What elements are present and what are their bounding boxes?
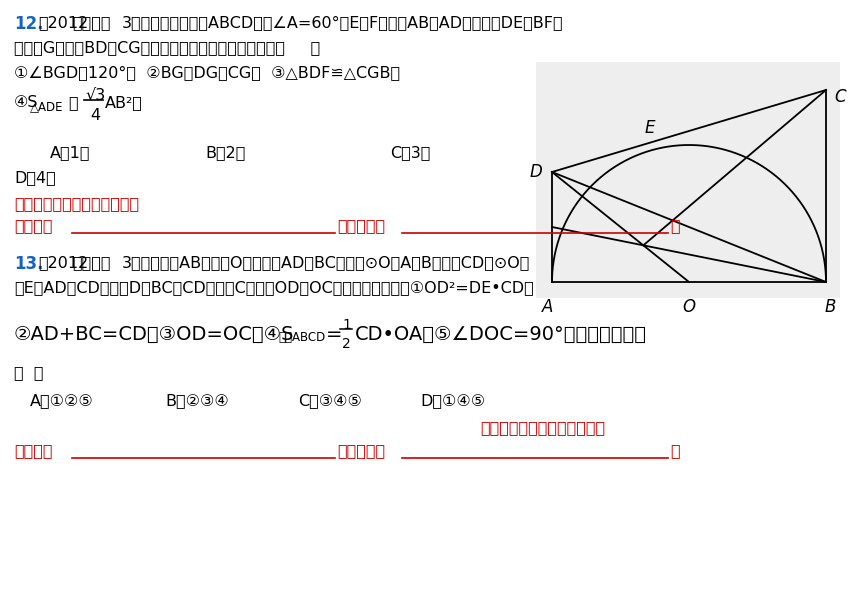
- Text: ＝: ＝: [68, 95, 78, 110]
- Text: 2: 2: [341, 337, 351, 351]
- Text: B．②③④: B．②③④: [165, 393, 229, 408]
- Text: D．①④⑤: D．①④⑤: [420, 393, 485, 408]
- Text: A．1个: A．1个: [50, 145, 90, 160]
- Text: 湖南岳阳: 湖南岳阳: [72, 255, 110, 270]
- Text: E: E: [644, 119, 654, 137]
- Text: 1: 1: [341, 318, 351, 332]
- Bar: [536, 62, 839, 298]
- Text: ④S: ④S: [14, 95, 38, 110]
- Text: 交于点G，连接BD、CG．给出以下结论，其中正确的有【     】: 交于点G，连接BD、CG．给出以下结论，其中正确的有【 】: [14, 40, 320, 55]
- Text: B: B: [823, 298, 835, 316]
- Text: 湖北孝感: 湖北孝感: [72, 15, 110, 30]
- Text: 3分）如图，AB为半圆O的直径，AD、BC分别切⊙O于A、B两点，CD切⊙O于: 3分）如图，AB为半圆O的直径，AD、BC分别切⊙O于A、B两点，CD切⊙O于: [122, 255, 530, 270]
- Text: C．③④⑤: C．③④⑤: [298, 393, 362, 408]
- Text: ②AD+BC=CD；③OD=OC；④S: ②AD+BC=CD；③OD=OC；④S: [14, 325, 294, 344]
- Text: 【题型】几何类间接多选题。: 【题型】几何类间接多选题。: [479, 420, 605, 435]
- Text: 【考点】: 【考点】: [14, 443, 52, 458]
- Text: 13.: 13.: [14, 255, 44, 273]
- Text: A．①②⑤: A．①②⑤: [30, 393, 94, 408]
- FancyBboxPatch shape: [536, 62, 839, 298]
- Text: B．2个: B．2个: [205, 145, 245, 160]
- Text: 梯形ABCD: 梯形ABCD: [278, 331, 325, 344]
- Text: AB²．: AB²．: [105, 95, 142, 110]
- Text: 3分）如图，在菱形ABCD中，∠A=60°，E、F分别是AB、AD的中点，DE、BF相: 3分）如图，在菱形ABCD中，∠A=60°，E、F分别是AB、AD的中点，DE、…: [122, 15, 563, 30]
- Text: 4: 4: [90, 108, 100, 123]
- Text: 【题型】几何类间接多选题。: 【题型】几何类间接多选题。: [14, 196, 139, 211]
- Text: （2012: （2012: [38, 15, 88, 30]
- Text: 点E，AD与CD相交于D，BC与CD相交于C，连接OD、OC，对于下列结论：①OD²=DE•CD；: 点E，AD与CD相交于D，BC与CD相交于C，连接OD、OC，对于下列结论：①O…: [14, 280, 533, 295]
- Text: C: C: [833, 88, 844, 106]
- Text: D: D: [529, 163, 542, 181]
- Text: C．3个: C．3个: [390, 145, 430, 160]
- Text: 。: 。: [670, 443, 679, 458]
- Text: √3: √3: [86, 88, 106, 103]
- Text: O: O: [682, 298, 694, 316]
- Text: 。: 。: [670, 218, 679, 233]
- Text: 12.: 12.: [14, 15, 44, 33]
- Text: A: A: [542, 298, 553, 316]
- Text: D．4个: D．4个: [14, 170, 55, 185]
- Text: ；【方法】: ；【方法】: [337, 443, 385, 458]
- Text: △ADE: △ADE: [30, 100, 63, 113]
- Text: ①∠BGD＝120°；  ②BG＋DG＝CG；  ③△BDF≌△CGB；: ①∠BGD＝120°； ②BG＋DG＝CG； ③△BDF≌△CGB；: [14, 65, 400, 80]
- Text: （  ）: （ ）: [14, 365, 44, 380]
- Text: =: =: [326, 325, 342, 344]
- Text: ；【方法】: ；【方法】: [337, 218, 385, 233]
- Text: CD•OA；⑤∠DOC=90°，其中正确的是: CD•OA；⑤∠DOC=90°，其中正确的是: [355, 325, 647, 344]
- Text: 【考点】: 【考点】: [14, 218, 52, 233]
- Text: （2012: （2012: [38, 255, 88, 270]
